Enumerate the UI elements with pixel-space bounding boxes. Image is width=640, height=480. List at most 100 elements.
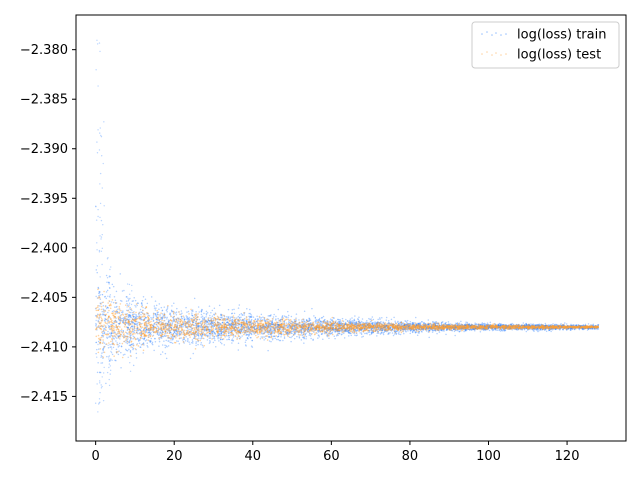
scatter-point (535, 324, 538, 326)
scatter-point (208, 330, 211, 333)
scatter-point (268, 340, 271, 342)
scatter-point (380, 332, 382, 334)
scatter-point (212, 341, 215, 344)
scatter-point (459, 327, 461, 330)
scatter-point (410, 327, 412, 330)
scatter-point (173, 302, 175, 304)
scatter-point (451, 326, 454, 328)
scatter-point (298, 336, 301, 338)
scatter-point (280, 326, 282, 328)
scatter-point (579, 327, 582, 329)
scatter-point (320, 329, 323, 331)
scatter-point (212, 320, 214, 322)
scatter-point (158, 340, 161, 343)
scatter-point (482, 326, 485, 328)
scatter-point (354, 329, 357, 331)
scatter-point (228, 328, 230, 330)
scatter-point (564, 322, 566, 324)
scatter-point (455, 326, 458, 329)
scatter-point (155, 307, 157, 309)
scatter-point (407, 326, 410, 328)
scatter-point (229, 327, 231, 329)
scatter-point (318, 319, 321, 321)
scatter-point (372, 318, 375, 321)
scatter-point (291, 321, 294, 323)
scatter-point (135, 338, 138, 340)
scatter-point (158, 308, 160, 310)
scatter-point (213, 323, 215, 326)
scatter-point (239, 325, 242, 328)
scatter-point (154, 309, 157, 311)
scatter-point (115, 340, 117, 342)
scatter-point (390, 330, 393, 332)
scatter-point (436, 322, 438, 325)
scatter-point (322, 315, 325, 318)
scatter-point (318, 318, 320, 321)
scatter-point (437, 329, 439, 332)
scatter-point (226, 327, 228, 329)
scatter-point (389, 325, 392, 327)
scatter-point (112, 301, 115, 304)
scatter-point (278, 324, 280, 326)
scatter-point (370, 333, 373, 335)
scatter-point (116, 321, 118, 323)
scatter-point (581, 328, 584, 331)
scatter-point (486, 328, 489, 331)
scatter-point (217, 336, 219, 339)
scatter-point (197, 334, 200, 337)
scatter-point (134, 304, 136, 307)
scatter-point (168, 340, 170, 342)
scatter-point (580, 325, 582, 327)
scatter-point (331, 331, 334, 334)
scatter-point (191, 339, 194, 341)
scatter-point (290, 336, 292, 339)
scatter-point (499, 324, 501, 326)
scatter-point (149, 340, 152, 343)
scatter-point (209, 335, 211, 337)
scatter-point (384, 329, 386, 331)
scatter-point (399, 326, 401, 328)
scatter-point (397, 321, 399, 323)
scatter-point (392, 334, 395, 337)
scatter-point (525, 330, 528, 333)
scatter-point (128, 319, 130, 321)
scatter-point (271, 321, 273, 324)
scatter-point (248, 321, 250, 324)
scatter-point (569, 326, 572, 329)
scatter-point (401, 326, 403, 328)
scatter-point (436, 324, 439, 327)
scatter-point (96, 348, 98, 351)
scatter-point (133, 329, 136, 332)
scatter-point (291, 326, 294, 328)
scatter-point (445, 333, 447, 336)
scatter-point (414, 325, 416, 327)
scatter-point (350, 332, 352, 335)
scatter-point (201, 329, 203, 331)
scatter-point (285, 315, 287, 318)
scatter-point (279, 339, 282, 342)
scatter-point (447, 321, 450, 323)
scatter-point (267, 349, 269, 352)
scatter-point (125, 348, 127, 351)
scatter-point (419, 324, 422, 326)
scatter-point (384, 328, 386, 331)
scatter-point (143, 317, 146, 320)
scatter-point (442, 327, 445, 330)
scatter-point (404, 320, 406, 322)
scatter-point (142, 296, 145, 298)
scatter-point (213, 336, 215, 338)
scatter-point (128, 348, 130, 351)
scatter-point (593, 326, 595, 328)
scatter-point (231, 308, 234, 311)
scatter-point (107, 324, 110, 327)
scatter-point (359, 332, 361, 334)
scatter-point (382, 333, 385, 336)
scatter-point (331, 328, 334, 330)
scatter-point (132, 335, 135, 338)
scatter-point (320, 317, 323, 319)
scatter-point (170, 339, 172, 341)
scatter-point (117, 308, 119, 311)
scatter-point (415, 328, 417, 331)
scatter-point (195, 342, 197, 345)
scatter-point (238, 316, 241, 319)
